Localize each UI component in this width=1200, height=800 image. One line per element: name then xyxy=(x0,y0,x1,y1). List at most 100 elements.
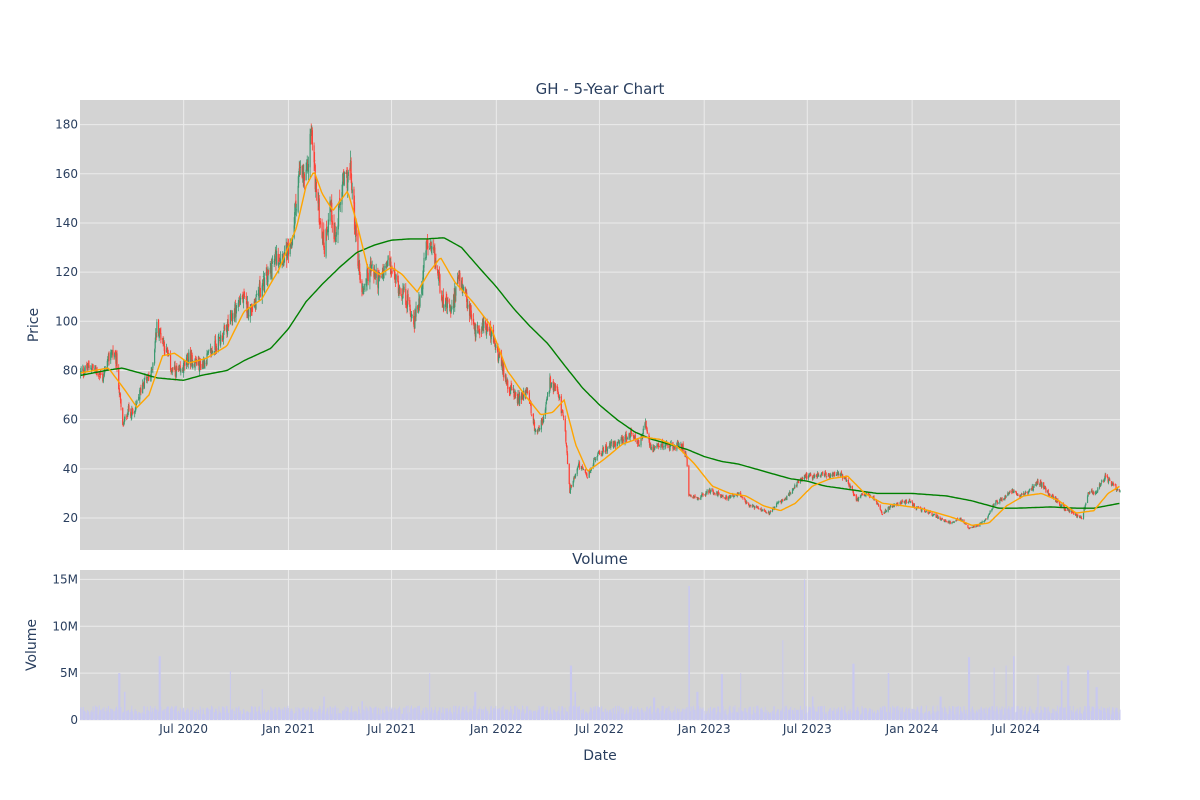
candle-body xyxy=(765,511,767,513)
candle-body xyxy=(793,488,795,490)
candle-body xyxy=(537,428,539,432)
candle-body xyxy=(267,268,269,282)
candle-body xyxy=(425,256,427,260)
candle-body xyxy=(238,300,240,303)
candle-body xyxy=(337,225,339,235)
candle-body xyxy=(1087,492,1089,497)
candle-body xyxy=(569,487,571,494)
candle-body xyxy=(1049,494,1051,497)
candle-body xyxy=(381,276,383,278)
candle-body xyxy=(1119,490,1121,492)
candle-body xyxy=(306,159,308,167)
candle-body xyxy=(838,473,840,476)
candle-body xyxy=(566,453,569,464)
candle-body xyxy=(590,468,592,471)
candle-body xyxy=(879,505,881,510)
candle-body xyxy=(945,521,947,523)
candle-body xyxy=(250,304,252,307)
candle-body xyxy=(92,364,94,369)
candle-body xyxy=(462,288,464,289)
candle-body xyxy=(897,503,899,506)
candle-body xyxy=(290,243,292,247)
candle-body xyxy=(640,437,642,446)
candle-body xyxy=(273,261,275,262)
candle-body xyxy=(712,488,714,492)
candle-body xyxy=(143,377,145,389)
candle-body xyxy=(526,389,528,391)
candle-body xyxy=(1059,504,1061,506)
date-tick-label: Jan 2023 xyxy=(677,722,731,736)
candle-body xyxy=(199,359,201,372)
candle-body xyxy=(913,503,915,508)
candle-body xyxy=(909,501,912,503)
candle-body xyxy=(694,495,696,498)
candle-body xyxy=(943,521,946,523)
candle-body xyxy=(539,428,541,430)
candle-body xyxy=(650,443,652,449)
date-tick-label: Jul 2020 xyxy=(158,722,208,736)
candle-body xyxy=(925,510,927,512)
candle-body xyxy=(478,330,480,334)
candle-body xyxy=(1085,503,1087,505)
candle-body xyxy=(541,419,544,423)
candle-body xyxy=(222,338,224,340)
candle-body xyxy=(110,353,112,355)
candle-body xyxy=(931,512,933,516)
candle-body xyxy=(239,301,241,303)
candle-body xyxy=(565,430,567,442)
candle-body xyxy=(365,283,368,285)
candle-body xyxy=(722,495,724,498)
candle-body xyxy=(401,298,403,299)
candle-body xyxy=(746,501,748,504)
candle-body xyxy=(983,520,986,522)
candle-body xyxy=(1060,505,1062,507)
candle-body xyxy=(1047,489,1049,495)
candle-body xyxy=(810,474,812,477)
candle-body xyxy=(191,355,193,367)
candle-body xyxy=(325,229,327,257)
candle-body xyxy=(544,409,546,416)
candle-body xyxy=(1028,490,1030,492)
candle-body xyxy=(812,477,814,480)
candle-body xyxy=(419,295,421,307)
candle-body xyxy=(271,262,274,264)
candle-body xyxy=(853,494,856,496)
candle-body xyxy=(600,453,602,454)
candle-body xyxy=(119,392,121,395)
candle-body xyxy=(829,476,831,478)
candle-body xyxy=(935,513,937,518)
moving-average-short xyxy=(80,172,1120,527)
candle-body xyxy=(852,491,855,495)
candle-body xyxy=(589,469,591,473)
candle-body xyxy=(371,264,373,271)
candle-body xyxy=(969,527,971,529)
date-tick-label: Jan 2024 xyxy=(885,722,939,736)
candle-body xyxy=(445,298,447,308)
candle-body xyxy=(262,276,264,277)
candle-body xyxy=(828,474,830,476)
candle-body xyxy=(229,314,231,325)
candle-body xyxy=(111,351,113,354)
price-tick-label: 20 xyxy=(63,511,78,525)
volume-tick-label: 5M xyxy=(60,666,78,680)
candle-body xyxy=(158,332,160,339)
candle-body xyxy=(88,365,90,369)
candle-body xyxy=(259,294,262,296)
candle-body xyxy=(1072,510,1074,513)
candle-body xyxy=(353,189,355,204)
candle-body xyxy=(120,399,122,408)
candle-body xyxy=(629,434,631,438)
candle-body xyxy=(766,512,768,514)
candle-body xyxy=(952,521,954,523)
candle-body xyxy=(212,351,214,353)
candle-body xyxy=(449,304,451,308)
candle-body xyxy=(155,332,157,343)
candle-body xyxy=(274,255,276,262)
candle-body xyxy=(984,519,986,522)
candle-body xyxy=(112,350,114,357)
candle-body xyxy=(787,494,790,496)
candle-body xyxy=(407,294,409,302)
candle-body xyxy=(973,525,975,528)
candle-body xyxy=(130,411,132,417)
candle-body xyxy=(505,375,507,383)
